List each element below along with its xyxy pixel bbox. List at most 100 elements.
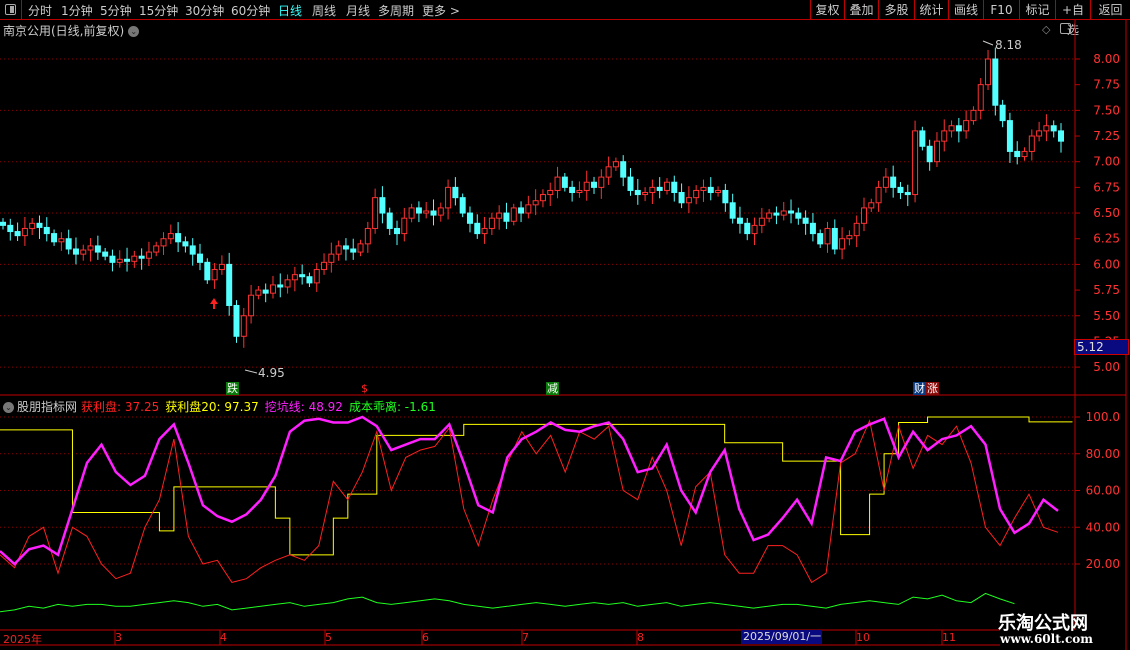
candle-body (145, 251, 152, 259)
tab-5[interactable]: 60分钟 (231, 4, 271, 18)
low-price-label: 4.95 (258, 366, 285, 380)
toolbar-button-1[interactable]: 叠加 (844, 0, 878, 20)
candle-body (977, 84, 984, 111)
candle (912, 120, 919, 203)
candle-body (189, 245, 196, 255)
candle-body (306, 276, 313, 284)
candle-body (124, 258, 131, 262)
panel-icon (5, 4, 16, 15)
candle-body (758, 217, 765, 226)
candle (160, 232, 167, 255)
candle (299, 264, 306, 285)
diamond-icon[interactable]: ◇ (1042, 23, 1051, 36)
toolbar-button-2[interactable]: 多股 (878, 0, 914, 20)
candle-body (357, 243, 364, 253)
candle-body (1021, 150, 1028, 158)
candle (795, 207, 802, 225)
tab-10[interactable]: 更多 > (422, 4, 460, 18)
candle-body (985, 58, 992, 86)
candle (839, 227, 846, 260)
candle (14, 222, 21, 241)
toolbar-button-8[interactable]: 返回 (1090, 0, 1130, 20)
price-tick-label: 6.00 (1093, 257, 1120, 271)
toolbar-button-0[interactable]: 复权 (810, 0, 844, 20)
candle-body (0, 221, 6, 226)
chart-title-text: 南京公用(日线,前复权) (3, 24, 125, 38)
watermark-logo: 乐淘公式网 (998, 613, 1088, 634)
candle-body (707, 186, 714, 194)
tab-1[interactable]: 1分钟 (61, 4, 93, 18)
candle-body (58, 238, 65, 243)
toolbar-button-3[interactable]: 统计 (914, 0, 948, 20)
candle (401, 207, 408, 242)
current-price-label: 5.12 (1074, 339, 1129, 355)
tab-0[interactable]: 分时 (28, 4, 53, 18)
tab-3[interactable]: 15分钟 (139, 4, 179, 18)
candle (510, 203, 517, 226)
signal-marker-cai: 财 (913, 382, 926, 395)
candle (503, 202, 510, 230)
candle (0, 218, 6, 230)
candle-body (904, 192, 911, 196)
tab-8[interactable]: 月线 (346, 4, 371, 18)
candle (678, 183, 685, 209)
candle (1006, 112, 1013, 163)
tab-7[interactable]: 周线 (312, 4, 337, 18)
date-label: 10 (856, 631, 870, 644)
candle-body (685, 197, 692, 204)
candle (226, 252, 233, 316)
candle-body (1014, 150, 1021, 158)
candle (445, 179, 452, 220)
candle (700, 179, 707, 202)
candle-body (167, 233, 174, 240)
candle (547, 182, 554, 207)
chevron-down-icon[interactable]: ⌄ (128, 26, 140, 37)
candle-body (437, 207, 444, 216)
candle (372, 188, 379, 234)
tab-6[interactable]: 日线 (278, 4, 303, 18)
panel-toggle-button[interactable] (0, 0, 22, 20)
candle-body (204, 261, 211, 281)
candle-body (853, 222, 860, 237)
candle (233, 300, 240, 343)
candle (102, 247, 109, 261)
candle-body (430, 210, 437, 216)
candle (532, 189, 539, 216)
tab-2[interactable]: 5分钟 (100, 4, 132, 18)
candle (1050, 120, 1057, 138)
candle-body (415, 207, 422, 214)
candle (860, 197, 867, 232)
candle (430, 199, 437, 226)
candle (306, 272, 313, 287)
candle (21, 216, 28, 246)
candle (204, 258, 211, 284)
candle (1043, 114, 1050, 142)
candle (955, 117, 962, 143)
panel-icon[interactable] (1060, 23, 1071, 34)
candle-body (364, 227, 371, 245)
indicator-readout-0: 获利盘: 37.25 (81, 400, 160, 414)
candle-body (992, 58, 999, 106)
candle-body (401, 217, 408, 235)
candle (211, 262, 218, 289)
candle-body (671, 181, 678, 194)
toolbar-button-5[interactable]: F10 (983, 0, 1019, 20)
candle-body (583, 181, 590, 191)
candle-body (554, 176, 561, 191)
candle (736, 206, 743, 234)
signal-marker-zhang: 涨 (926, 382, 939, 395)
candle-body (569, 186, 576, 194)
chevron-down-icon[interactable]: ⌄ (3, 402, 14, 413)
tab-4[interactable]: 30分钟 (185, 4, 225, 18)
candle (109, 249, 116, 272)
candle (868, 198, 875, 213)
candle (277, 273, 284, 298)
candle-body (591, 181, 598, 188)
candle (561, 172, 568, 192)
toolbar-button-4[interactable]: 画线 (948, 0, 983, 20)
candle-body (102, 251, 109, 257)
candle-body (80, 249, 87, 255)
tab-9[interactable]: 多周期 (378, 4, 415, 18)
toolbar-button-6[interactable]: 标记 (1019, 0, 1055, 20)
